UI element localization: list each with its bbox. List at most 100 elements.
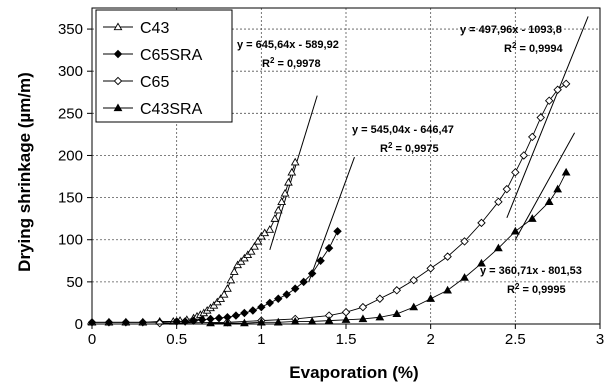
regression-r2-3: R2 = 0,9995	[507, 282, 566, 297]
point-C65-6	[358, 302, 368, 312]
regression-line-2	[506, 16, 589, 219]
y-tick-label-2: 100	[58, 232, 83, 249]
point-C43SRA-18	[510, 226, 520, 235]
point-C43-20	[229, 267, 239, 275]
point-C65SRA-23	[324, 243, 334, 253]
point-C65-7	[375, 294, 385, 303]
point-C65SRA-17	[274, 294, 283, 303]
point-C65-19	[536, 113, 545, 122]
point-C65SRA-22	[316, 256, 325, 266]
point-C43-25	[246, 247, 256, 255]
series-C43SRA	[206, 167, 571, 327]
legend-marker-C43	[113, 22, 123, 31]
point-C43SRA-21	[553, 184, 563, 193]
point-C65-17	[519, 151, 529, 160]
point-C65SRA-12	[231, 311, 241, 320]
point-C65-10	[426, 264, 435, 273]
point-C65-16	[511, 168, 520, 177]
point-C43-37	[290, 157, 300, 166]
legend-entry-C43SRA: C43SRA	[103, 101, 203, 118]
point-C43SRA-16	[477, 258, 486, 267]
legend-entry-C65SRA: C65SRA	[103, 47, 203, 64]
point-C65-13	[477, 218, 486, 228]
point-C43SRA-19	[527, 214, 537, 222]
point-C65-9	[409, 275, 418, 285]
point-C65SRA-16	[265, 298, 275, 308]
regression-equation-1: y = 545,04x - 646,47	[352, 124, 454, 136]
legend-label-C65SRA: C65SRA	[140, 47, 203, 64]
point-C43SRA-7	[324, 316, 334, 324]
point-C43SRA-13	[426, 294, 436, 302]
regression-r2-0: R2 = 0,9978	[262, 56, 321, 71]
data-series	[87, 79, 571, 328]
point-C65SRA-6	[180, 317, 190, 326]
regression-equation-2: y = 497,96x - 1093,8	[460, 24, 562, 36]
x-tick-label-5: 2.5	[505, 331, 526, 348]
point-C43-33	[277, 197, 287, 205]
point-C65SRA-10	[214, 313, 224, 323]
point-C65-20	[544, 96, 554, 105]
y-axis-title: Drying shrinkage (µm/m)	[15, 72, 34, 272]
point-C43-27	[253, 236, 263, 245]
regression-r2-1: R2 = 0,9975	[380, 141, 439, 156]
point-C65SRA-14	[248, 306, 258, 315]
point-C43SRA-10	[375, 312, 385, 321]
point-C43-35	[284, 177, 293, 186]
point-C43-34	[280, 188, 290, 197]
point-C65SRA-21	[307, 269, 317, 278]
point-C65SRA-8	[197, 315, 207, 325]
x-tick-label-3: 1.5	[336, 331, 357, 348]
point-C43-31	[270, 214, 280, 222]
point-C65SRA-15	[257, 302, 266, 312]
legend-marker-C43SRA	[113, 103, 123, 112]
legend-label-C43: C43	[140, 20, 169, 37]
point-C65SRA-1	[104, 318, 114, 327]
point-C43-26	[250, 241, 259, 250]
point-C43SRA-22	[561, 167, 571, 176]
point-C43SRA-4	[273, 317, 283, 326]
regression-line-1	[308, 156, 355, 283]
y-tick-label-3: 150	[58, 190, 83, 207]
legend-label-C65: C65	[140, 74, 169, 91]
point-C65-18	[528, 132, 537, 142]
point-C65-11	[443, 252, 452, 261]
point-C65SRA-2	[121, 318, 131, 327]
point-C65-22	[561, 79, 571, 89]
x-tick-label-2: 1	[257, 331, 265, 348]
point-C65-21	[553, 85, 562, 94]
y-tick-label-5: 250	[58, 105, 83, 122]
axes: 0 0.5 1 1.5 2 2.5 3 0 50 100 150 200 250 300 350	[58, 21, 604, 348]
y-tick-label-0: 0	[75, 316, 83, 333]
y-tick-label-1: 50	[66, 274, 83, 291]
point-C65SRA-3	[138, 318, 148, 327]
point-C43-16	[216, 294, 226, 302]
x-axis-title: Evaporation (%)	[289, 363, 418, 382]
point-C65SRA-18	[282, 290, 291, 299]
legend-entry-C65: C65	[103, 74, 169, 91]
point-C43SRA-20	[544, 197, 554, 205]
point-C43-36	[287, 167, 297, 176]
regression-line-3	[514, 132, 576, 240]
point-C43-30	[265, 225, 275, 233]
regression-equation-0: y = 645,64x - 589,92	[237, 39, 339, 51]
regression-equation-3: y = 360,71x - 801,53	[480, 265, 582, 277]
regression-lines	[269, 16, 589, 283]
point-C65-12	[460, 237, 469, 246]
point-C43-17	[219, 289, 229, 298]
point-C65-14	[494, 197, 503, 207]
point-C43SRA-12	[409, 302, 419, 311]
point-C43-18	[223, 284, 232, 292]
regression-r2-2: R2 = 0,9994	[504, 41, 563, 56]
x-tick-label-0: 0	[88, 331, 96, 348]
y-tick-label-7: 350	[58, 21, 83, 38]
point-C43SRA-11	[392, 309, 402, 318]
legend-entry-C43: C43	[103, 20, 169, 37]
legend-marker-C65SRA	[113, 49, 123, 59]
point-C65SRA-19	[290, 284, 300, 293]
point-C43-19	[226, 275, 236, 284]
point-C43SRA-8	[341, 315, 351, 323]
point-C43SRA-9	[358, 314, 368, 323]
point-C65SRA-13	[240, 308, 249, 318]
